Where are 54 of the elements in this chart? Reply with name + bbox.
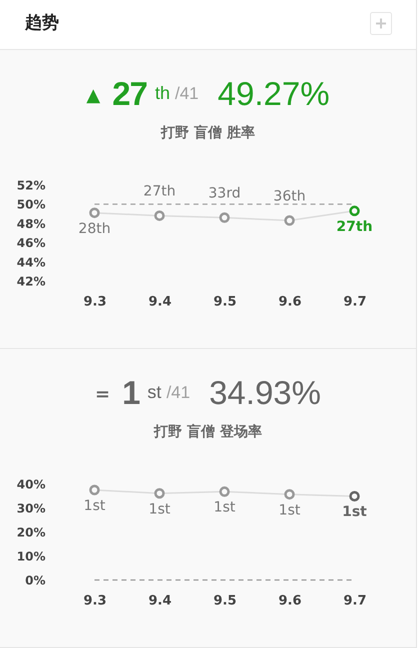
y-tick-label: 46% [16,236,46,250]
annotation: 1st [214,500,236,516]
annotation: 33rd [208,186,241,202]
y-tick-label: 10% [16,550,46,564]
y-tick-label: 30% [16,502,46,516]
text: 34.93% [209,373,322,413]
text: th [154,82,170,105]
x-tick-label: 9.7 [343,294,367,310]
x-tick-label: 9.3 [83,594,107,608]
point [219,212,230,223]
y-tick-label: 40% [16,478,46,492]
point [154,210,165,221]
x-tick-label: 9.4 [148,294,172,310]
y-tick-label: 52% [16,178,46,192]
x-tick-label: 9.3 [83,294,107,310]
text: 趋势 [25,12,59,35]
text: = [94,383,110,407]
y-tick-label: 48% [16,216,46,231]
y-tick-label: 50% [16,198,46,212]
annotation: 1st [342,504,368,520]
text: 49.27% [218,74,330,114]
chart-title: 打野 盲僧 胜率 [160,124,256,142]
point [89,208,100,218]
point [349,491,360,502]
annotation: 1st [148,501,171,518]
annotation: 28th [78,220,111,237]
y-tick-label: 44% [16,255,46,270]
point [349,206,360,216]
x-tick-label: 9.4 [148,594,172,608]
text: /41 [166,382,190,404]
point [89,484,100,496]
point [154,488,165,499]
text: st [147,381,162,404]
chart-title: 打野 盲僧 登场率 [152,423,263,441]
annotation: 1st [84,498,106,514]
annotation: 36th [273,188,306,205]
y-tick-label: 0% [25,574,46,588]
x-tick-label: 9.5 [213,294,237,310]
x-tick-label: 9.5 [213,594,237,608]
point [284,489,295,500]
text: 1 [122,373,140,413]
x-tick-label: 9.6 [278,594,302,608]
point [219,486,230,497]
annotation: 27th [336,218,373,235]
y-tick-label: 42% [16,274,46,288]
x-tick-label: 9.6 [278,294,302,310]
text: 27 [112,74,147,114]
text: ▲ [86,84,100,108]
annotation: 1st [278,502,301,518]
point [284,215,295,226]
x-tick-label: 9.7 [343,594,367,608]
annotation: 27th [143,184,176,200]
y-tick-label: 20% [16,526,46,540]
text: /41 [175,83,199,105]
